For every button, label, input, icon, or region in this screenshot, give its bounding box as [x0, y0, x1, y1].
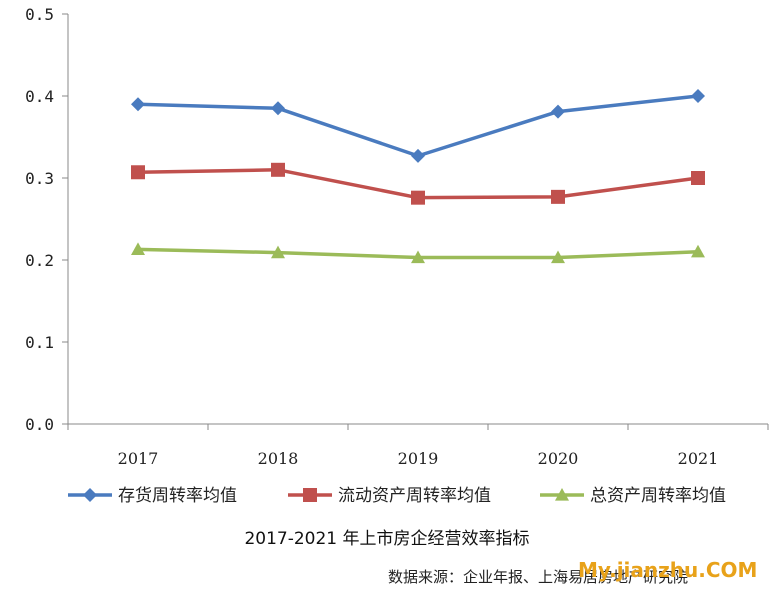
legend-label-2: 流动资产周转率均值	[338, 486, 491, 506]
y-axis: 0.0 0.1 0.2 0.3 0.4 0.5	[25, 5, 69, 434]
legend-marker-2	[303, 488, 317, 502]
x-tick-label: 2021	[678, 449, 719, 468]
chart-title: 2017-2021 年上市房企经营效率指标	[244, 529, 530, 549]
y-tick-label: 0.3	[25, 169, 54, 188]
watermark: My.jianzhu.COM	[578, 558, 758, 582]
data-point-series-2	[271, 162, 285, 177]
data-point-series-1	[131, 97, 145, 112]
data-point-series-3	[691, 244, 705, 258]
data-point-series-2	[131, 165, 145, 180]
series-layer	[131, 89, 705, 264]
x-tick-label: 2019	[398, 449, 439, 468]
x-tick-label: 2018	[258, 449, 299, 468]
y-tick-label: 0.5	[25, 5, 54, 24]
y-tick-label: 0.0	[25, 415, 54, 434]
source-note: 数据来源：企业年报、上海易居房地产研究院	[388, 568, 689, 586]
y-tick-label: 0.2	[25, 251, 54, 270]
data-point-series-1	[691, 89, 705, 103]
data-point-series-2	[691, 171, 705, 185]
legend-marker-1	[83, 488, 97, 502]
data-point-series-1	[411, 148, 425, 163]
x-axis: 2017 2018 2019 2020 2021	[67, 423, 769, 468]
y-tick-label: 0.4	[25, 87, 54, 106]
legend: 存货周转率均值 流动资产周转率均值 总资产周转率均值	[68, 486, 726, 506]
series-line-1	[137, 94, 699, 158]
data-point-series-3	[131, 242, 145, 255]
data-point-series-3	[271, 245, 285, 259]
data-point-series-3	[551, 250, 565, 264]
legend-label-3: 总资产周转率均值	[590, 486, 726, 506]
line-chart: 0.00.10.20.30.40.5 2017 2018 2019 2020 2021 …	[25, 5, 769, 506]
data-point-series-1	[271, 101, 285, 116]
y-tick-label: 0.1	[25, 333, 54, 352]
x-tick-label: 2020	[538, 449, 579, 468]
legend-marker-3	[555, 488, 569, 501]
legend-label-1: 存货周转率均值	[118, 486, 237, 506]
data-point-series-1	[551, 104, 565, 119]
data-point-series-3	[411, 250, 425, 264]
x-tick-label: 2017	[118, 449, 159, 468]
data-point-series-2	[411, 190, 425, 205]
data-point-series-2	[551, 189, 565, 204]
